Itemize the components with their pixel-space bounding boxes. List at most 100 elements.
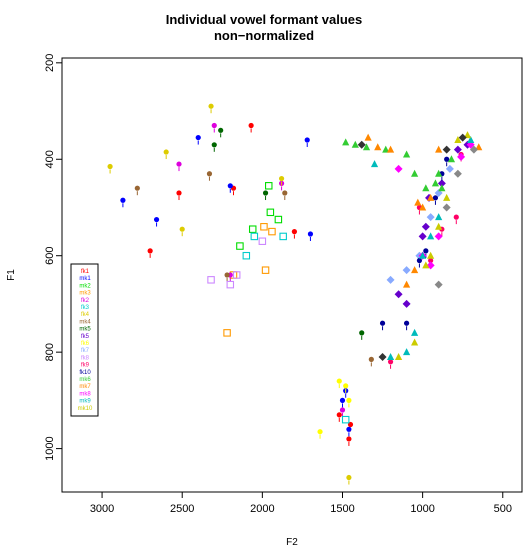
data-point-mk9 [427,232,435,240]
data-point-mk10 [463,131,472,139]
data-point-mk6 [431,179,440,187]
data-point-fk1 [147,248,153,254]
data-point-mk3 [261,266,270,274]
points-layer [107,103,483,485]
y-tick-label: 800 [44,343,56,361]
data-point-fk4 [163,149,169,155]
data-point-mk6 [435,169,443,177]
x-tick-label: 1000 [410,503,434,515]
legend-entry-mk2: mk2 [79,283,91,289]
data-point-mk7 [475,143,483,151]
data-point-fk5 [418,232,427,241]
data-point-mk9 [467,135,475,143]
chart-subtitle: non−normalized [213,28,315,43]
data-point-unlabeled [458,133,467,142]
data-point-fk5 [453,145,462,154]
data-point-mk3 [260,223,268,231]
data-point-fk5 [394,290,403,299]
data-point-mk7 [435,145,443,153]
legend-entry-fk10: fk10 [79,370,91,376]
data-point-mk1 [120,197,126,203]
data-point-mk6 [422,184,430,192]
x-tick-label: 500 [494,503,512,515]
data-point-unlabeled [442,145,451,154]
data-point-mk1 [304,137,310,143]
data-point-fk2 [211,122,217,129]
chart-title: Individual vowel formant values [165,12,363,27]
data-point-mk5 [211,142,217,148]
data-point-mk4 [206,171,213,177]
data-point-mk10 [443,193,451,201]
data-point-mk10 [435,222,443,230]
y-axis: 200 400 600 800 1000 [44,54,62,461]
data-point-mk7 [414,198,422,206]
data-point-mk2 [265,182,273,190]
data-point-mk10 [454,135,462,143]
data-point-mk7 [364,133,372,141]
data-point-fk3 [341,415,350,424]
plot-frame [61,57,523,493]
x-tick-label: 1500 [330,503,354,515]
data-point-fk10 [444,156,450,162]
data-point-fk8 [232,271,241,279]
legend-entry-mk6: mk6 [79,377,91,383]
data-point-mk4 [282,190,288,196]
data-point-mk5 [359,330,365,336]
data-point-mk6 [362,143,371,151]
legend-entry-fk6: fk6 [81,341,90,347]
data-point-mk9 [435,213,443,221]
data-point-fk5 [402,299,411,308]
legend-entry-fk9: fk9 [81,363,90,369]
data-point-fk3 [242,251,251,260]
data-point-mk3 [223,329,231,337]
data-point-fk3 [279,232,287,241]
data-point-mk9 [370,160,379,168]
data-point-mk2 [248,225,257,233]
data-point-unlabeled [469,145,478,154]
data-point-mk7 [402,280,411,288]
legend-entry-fk8: fk8 [81,355,90,361]
data-point-fk6 [346,397,352,403]
y-tick-label: 600 [44,247,56,265]
data-point-mk6 [447,155,456,163]
data-point-fk1 [336,412,342,418]
data-point-mk1 [227,183,233,189]
data-point-mk7 [411,266,419,274]
legend-entry-mk1: mk1 [79,276,91,282]
data-point-mk4 [134,185,140,191]
y-tick-label: 200 [44,54,56,72]
data-point-fk7 [386,275,395,284]
data-point-fk5 [421,222,430,231]
data-point-mk8 [394,164,403,173]
data-point-mk6 [411,169,419,177]
data-point-fk8 [258,237,267,245]
legend-entry-fk7: fk7 [81,348,90,354]
data-point-fk8 [226,280,235,289]
data-point-fk1 [248,122,254,129]
x-axis-title: F2 [286,537,298,548]
data-point-fk10 [432,195,439,201]
data-point-fk7 [445,164,454,173]
data-point-mk8 [457,152,466,161]
data-point-fk9 [453,214,459,220]
legend-entry-mk10: mk10 [78,406,93,412]
data-point-mk5 [262,190,269,196]
data-point-mk7 [419,203,427,211]
legend-entry-fk5: fk5 [81,334,90,340]
data-point-mk7 [374,143,382,151]
data-point-fk2 [339,407,346,413]
data-point-fk6 [336,378,342,384]
data-point-fk6 [317,429,323,435]
data-point-fk4 [179,226,185,232]
x-tick-label: 2000 [250,503,274,515]
data-point-mk10 [422,261,430,269]
data-point-mk9 [411,328,419,336]
data-point-fk9 [428,257,434,264]
data-point-fk5 [437,179,446,188]
data-point-unlabeled [357,140,366,149]
data-point-unlabeled [378,352,387,361]
legend-entry-mk7: mk7 [79,384,91,390]
legend-entry-mk5: mk5 [79,327,91,333]
data-point-mk7 [386,145,395,153]
